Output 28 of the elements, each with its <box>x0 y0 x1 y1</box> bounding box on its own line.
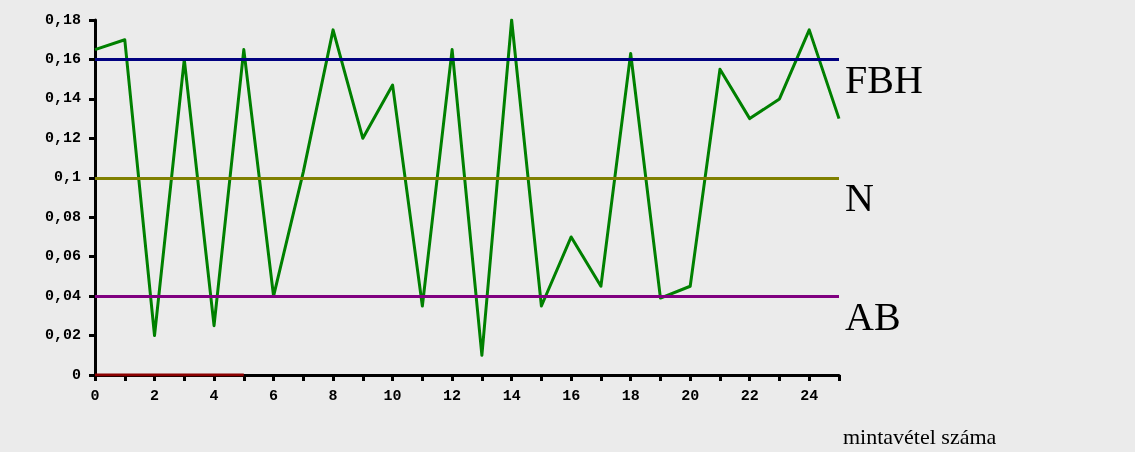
x-tick-label: 8 <box>328 388 338 405</box>
ref-line-label: FBH <box>845 56 923 102</box>
y-tick-label: 0 <box>71 366 81 384</box>
x-tick-label: 2 <box>150 388 160 405</box>
x-tick-label: 14 <box>502 388 521 405</box>
x-tick-label: 10 <box>383 388 402 405</box>
y-tick-label: 0,02 <box>44 327 81 345</box>
y-tick-label: 0,16 <box>44 50 81 68</box>
x-tick-label: 22 <box>740 388 759 405</box>
y-tick-label: 0,18 <box>44 11 81 29</box>
y-tick-label: 0,06 <box>44 248 81 266</box>
y-tick-label: 0,04 <box>44 287 81 305</box>
x-axis-title: mintavétel száma <box>843 423 997 449</box>
ref-line-label: AB <box>845 293 901 339</box>
x-tick-label: 6 <box>269 388 279 405</box>
x-tick-label: 24 <box>800 388 819 405</box>
x-tick-label: 0 <box>90 388 100 405</box>
y-tick-label: 0,12 <box>44 129 81 147</box>
x-tick-label: 16 <box>562 388 581 405</box>
y-tick-label: 0,14 <box>44 90 81 108</box>
x-tick-label: 12 <box>443 388 462 405</box>
ref-line-label: N <box>845 175 874 221</box>
y-tick-label: 0,08 <box>44 208 81 226</box>
x-tick-label: 4 <box>209 388 219 405</box>
x-tick-label: 18 <box>621 388 640 405</box>
x-tick-label: 20 <box>681 388 700 405</box>
y-tick-label: 0,1 <box>53 169 81 187</box>
line-series <box>93 18 841 357</box>
